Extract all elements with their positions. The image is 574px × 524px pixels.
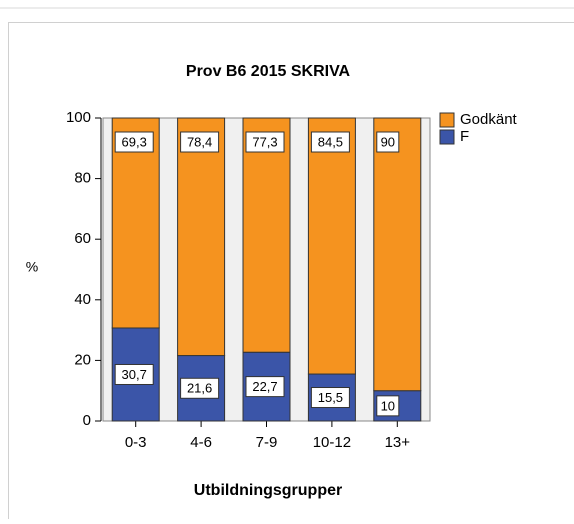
legend-label: Godkänt: [460, 111, 518, 128]
value-label: 84,5: [318, 134, 343, 149]
x-tick-label: 10-12: [313, 434, 351, 451]
chart-title: Prov B6 2015 SKRIVA: [186, 63, 351, 80]
y-tick-label: 40: [74, 291, 91, 308]
value-label: 15,5: [318, 390, 343, 405]
x-tick-label: 7-9: [256, 434, 278, 451]
y-tick-label: 80: [74, 170, 91, 187]
y-tick-label: 20: [74, 351, 91, 368]
value-label: 69,3: [122, 134, 147, 149]
y-tick-label: 60: [74, 230, 91, 247]
x-tick-label: 0-3: [125, 434, 147, 451]
value-label: 30,7: [122, 367, 147, 382]
x-tick-label: 13+: [385, 434, 411, 451]
legend-swatch: [440, 130, 454, 144]
bar-segment: [178, 118, 225, 356]
value-label: 22,7: [252, 379, 277, 394]
y-tick-label: 100: [66, 109, 91, 126]
x-tick-label: 4-6: [190, 434, 212, 451]
legend-swatch: [440, 113, 454, 127]
bar-segment: [243, 118, 290, 352]
value-label: 10: [381, 398, 395, 413]
bar-segment: [374, 118, 421, 391]
legend-label: F: [460, 128, 469, 145]
x-axis-label: Utbildningsgrupper: [194, 482, 342, 499]
value-label: 77,3: [252, 134, 277, 149]
bar-segment: [308, 118, 355, 374]
value-label: 21,6: [187, 381, 212, 396]
value-label: 78,4: [187, 134, 212, 149]
y-axis-label: %: [26, 259, 38, 275]
y-tick-label: 0: [83, 412, 91, 429]
value-label: 90: [381, 134, 395, 149]
